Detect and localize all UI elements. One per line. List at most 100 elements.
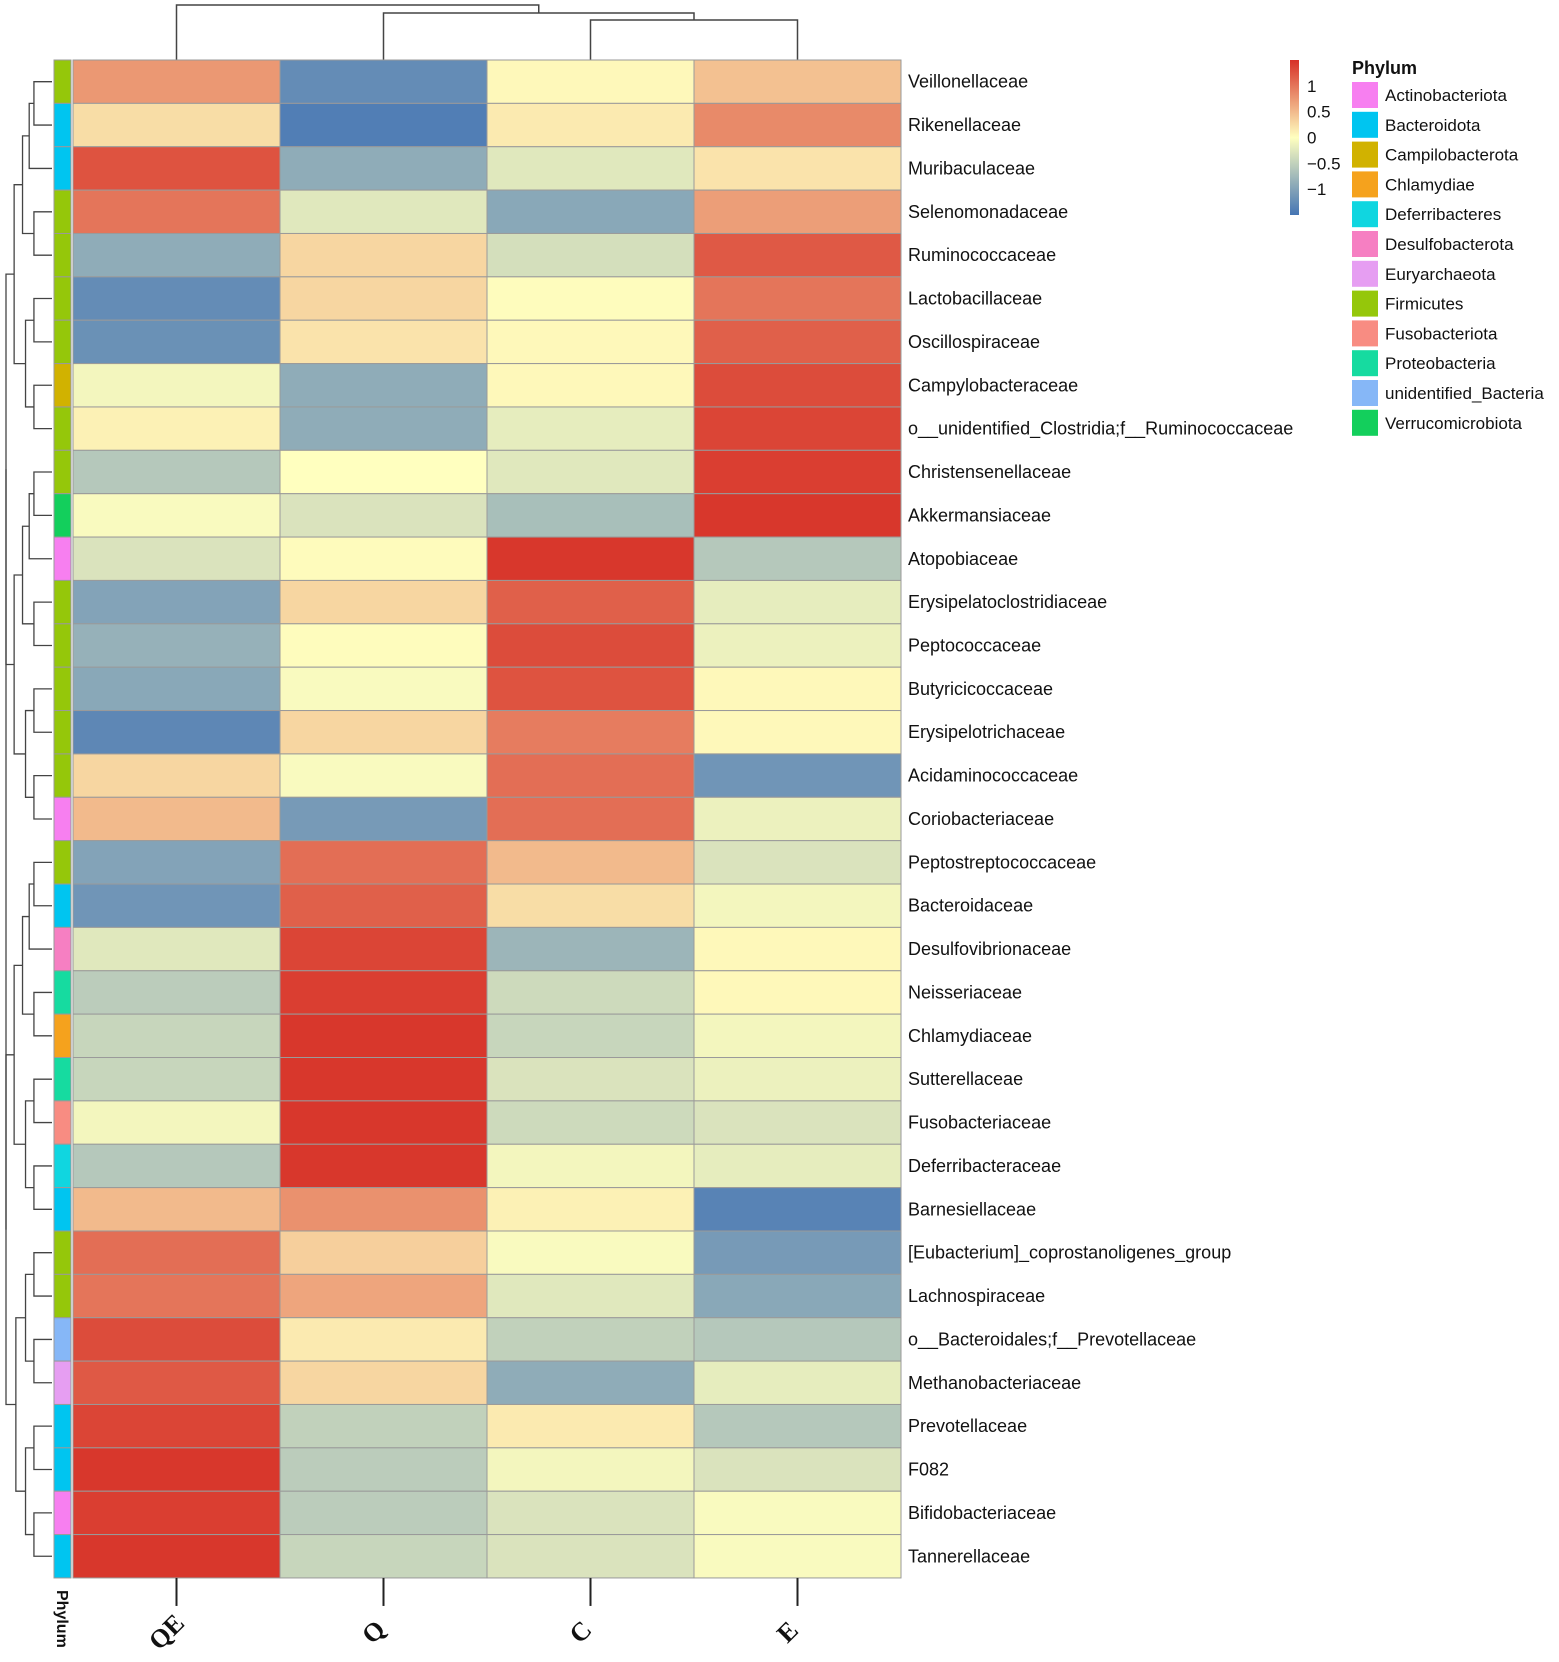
column-label-q: Q bbox=[356, 1615, 391, 1650]
dendrogram-branch bbox=[33, 81, 52, 126]
legend-swatch-fusobacteriota bbox=[1352, 320, 1378, 347]
heatmap-cell-neisseriaceae-e bbox=[693, 970, 902, 1015]
dendrogram-branch bbox=[24, 1273, 34, 1362]
heatmap-cell-campylobacteraceae-q bbox=[279, 363, 488, 408]
dendrogram-branch bbox=[13, 574, 26, 755]
legend-swatch-bacteroidota bbox=[1352, 111, 1378, 138]
heatmap-cell-oscillospiraceae-qe bbox=[72, 319, 281, 365]
dendrogram-branch bbox=[33, 1078, 52, 1124]
heatmap-cell-butyricicoccaceae-e bbox=[693, 666, 902, 712]
heatmap-cell-lactobacillaceae-c bbox=[486, 276, 695, 321]
heatmap-cell-rikenellaceae-qe bbox=[72, 102, 281, 148]
heatmap-cells bbox=[72, 59, 902, 1579]
heatmap-cell-f082-e bbox=[693, 1447, 902, 1492]
heatmap-cell-prevotellaceae-e bbox=[693, 1403, 902, 1449]
phylum-cell-firmicutes bbox=[53, 232, 72, 278]
heatmap-cell-ruminococcaceae-qe bbox=[72, 232, 281, 278]
legend-swatch-euryarchaeota bbox=[1352, 260, 1378, 287]
heatmap-cell-o-unidentified-clostridia-f-ruminococcaceae-qe bbox=[72, 406, 281, 451]
row-dendrogram bbox=[5, 81, 52, 1557]
row-label: Coriobacteriaceae bbox=[908, 809, 1054, 829]
heatmap-cell-ruminococcaceae-c bbox=[486, 232, 695, 278]
row-label: Sutterellaceae bbox=[908, 1069, 1023, 1089]
heatmap-cell-eubacterium-coprostanoligenes-group-c bbox=[486, 1230, 695, 1275]
row-label: Methanobacteriaceae bbox=[908, 1373, 1081, 1393]
dendrogram-branch bbox=[33, 1338, 52, 1384]
heatmap-cell-akkermansiaceae-e bbox=[693, 493, 902, 538]
row-label: Christensenellaceae bbox=[908, 462, 1071, 482]
heatmap-cell-lachnospiraceae-qe bbox=[72, 1273, 281, 1319]
dendrogram-branch bbox=[33, 774, 52, 820]
row-labels: Veillonellaceae Rikenellaceae Muribaculace… bbox=[908, 72, 1293, 1567]
row-label: Fusobacteriaceae bbox=[908, 1113, 1051, 1133]
heatmap-cell-muribaculaceae-qe bbox=[72, 146, 281, 191]
phylum-cell-firmicutes bbox=[53, 276, 72, 321]
row-label: Chlamydiaceae bbox=[908, 1026, 1032, 1046]
heatmap-cell-peptococcaceae-q bbox=[279, 623, 488, 668]
heatmap-cell-oscillospiraceae-e bbox=[693, 319, 902, 365]
heatmap-cell-erysipelotrichaceae-q bbox=[279, 710, 488, 755]
heatmap-cell-chlamydiaceae-qe bbox=[72, 1013, 281, 1059]
row-label: Rikenellaceae bbox=[908, 115, 1021, 135]
dendrogram-branch bbox=[13, 184, 26, 365]
heatmap-cell-barnesiellaceae-e bbox=[693, 1187, 902, 1232]
heatmap-cell-bacteroidaceae-e bbox=[693, 883, 902, 928]
heatmap-cell-selenomonadaceae-e bbox=[693, 189, 902, 234]
phylum-cell-euryarchaeota bbox=[53, 1360, 72, 1405]
dendrogram-branch bbox=[33, 991, 52, 1037]
legend-swatch-actinobacteriota bbox=[1352, 82, 1378, 108]
heatmap-cell-butyricicoccaceae-qe bbox=[72, 666, 281, 712]
legend-swatch-chlamydiae bbox=[1352, 171, 1378, 198]
heatmap-cell-peptococcaceae-c bbox=[486, 623, 695, 668]
heatmap-cell-coriobacteriaceae-c bbox=[486, 796, 695, 842]
row-label: Acidaminococcaceae bbox=[908, 766, 1078, 786]
row-label: Atopobiaceae bbox=[908, 549, 1018, 569]
legend-label-euryarchaeota: Euryarchaeota bbox=[1385, 265, 1496, 284]
phylum-cell-verrucomicrobiota bbox=[53, 493, 72, 538]
heatmap-cell-akkermansiaceae-q bbox=[279, 493, 488, 538]
phylum-cell-firmicutes bbox=[53, 1230, 72, 1275]
heatmap-cell-christensenellaceae-qe bbox=[72, 449, 281, 495]
phylum-cell-firmicutes bbox=[53, 579, 72, 625]
legend-swatch-campilobacterota bbox=[1352, 141, 1378, 168]
heatmap-cell-acidaminococcaceae-qe bbox=[72, 753, 281, 798]
heatmap-cell-eubacterium-coprostanoligenes-group-e bbox=[693, 1230, 902, 1275]
legend-label-deferribacteres: Deferribacteres bbox=[1385, 205, 1501, 224]
phylum-cell-bacteroidota bbox=[53, 1447, 72, 1492]
dendrogram-branch bbox=[24, 709, 34, 798]
heatmap-cell-atopobiaceae-q bbox=[279, 536, 488, 581]
row-label: Oscillospiraceae bbox=[908, 332, 1040, 352]
dendrogram-branch bbox=[33, 471, 52, 517]
heatmap-cell-deferribacteraceae-e bbox=[693, 1143, 902, 1189]
heatmap-cell-lachnospiraceae-c bbox=[486, 1273, 695, 1319]
heatmap-cell-rikenellaceae-q bbox=[279, 102, 488, 148]
heatmap-cell-campylobacteraceae-qe bbox=[72, 363, 281, 408]
phylum-cell-firmicutes bbox=[53, 59, 72, 104]
heatmap-cell-erysipelatoclostridiaceae-q bbox=[279, 579, 488, 625]
row-label: Erysipelatoclostridiaceae bbox=[908, 592, 1107, 612]
dendrogram-branch bbox=[15, 1317, 26, 1492]
heatmap-cell-desulfovibrionaceae-qe bbox=[72, 926, 281, 972]
heatmap-cell-christensenellaceae-c bbox=[486, 449, 695, 495]
phylum-annotation-strip bbox=[53, 59, 72, 1579]
heatmap-cell-bifidobacteriaceae-q bbox=[279, 1490, 488, 1536]
phylum-cell-bacteroidota bbox=[53, 883, 72, 928]
heatmap-cell-bacteroidaceae-qe bbox=[72, 883, 281, 928]
dendrogram-branch bbox=[33, 1512, 52, 1557]
row-label: Selenomonadaceae bbox=[908, 202, 1068, 222]
column-dendrogram bbox=[175, 4, 799, 60]
heatmap-cell-f082-qe bbox=[72, 1447, 281, 1492]
heatmap-cell-neisseriaceae-q bbox=[279, 970, 488, 1015]
legend-swatch-unidentified-bacteria bbox=[1352, 380, 1378, 406]
heatmap-cell-erysipelatoclostridiaceae-e bbox=[693, 579, 902, 625]
heatmap-cell-selenomonadaceae-qe bbox=[72, 189, 281, 234]
row-label: Ruminococcaceae bbox=[908, 245, 1056, 265]
heatmap-cell-muribaculaceae-q bbox=[279, 146, 488, 191]
legend-label-unidentified-bacteria: unidentified_Bacteria bbox=[1385, 384, 1544, 403]
heatmap-cell-chlamydiaceae-c bbox=[486, 1013, 695, 1059]
heatmap-cell-peptostreptococcaceae-qe bbox=[72, 840, 281, 885]
column-label-e: E bbox=[771, 1616, 804, 1649]
color-scale-tick: −1 bbox=[1307, 180, 1326, 199]
heatmap-cell-atopobiaceae-qe bbox=[72, 536, 281, 581]
heatmap-cell-fusobacteriaceae-e bbox=[693, 1100, 902, 1145]
